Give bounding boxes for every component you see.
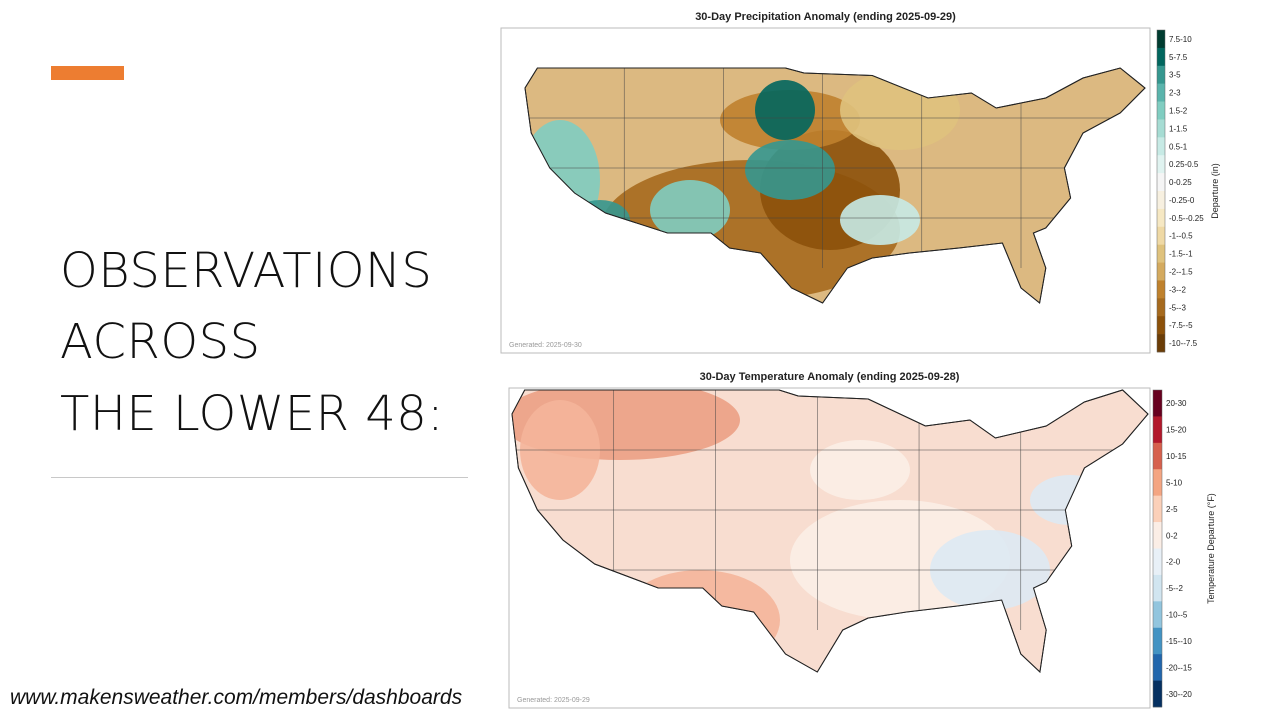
divider	[51, 477, 468, 478]
legend-swatch	[1157, 298, 1165, 317]
anomaly-blob	[810, 440, 910, 500]
legend-swatch	[1153, 654, 1162, 681]
legend-label: -10--5	[1166, 611, 1188, 620]
legend-swatch	[1157, 155, 1165, 174]
legend-swatch	[1153, 416, 1162, 444]
legend-swatch	[1153, 469, 1162, 496]
map-title: 30-Day Temperature Anomaly (ending 2025-…	[700, 371, 960, 383]
accent-bar	[51, 66, 124, 80]
legend-label: -5--2	[1166, 584, 1183, 593]
legend-label: -2-0	[1166, 558, 1181, 567]
legend-label: -15--10	[1166, 637, 1192, 646]
map-title: 30-Day Precipitation Anomaly (ending 202…	[695, 11, 956, 23]
legend-label: -5--3	[1169, 303, 1186, 312]
legend-label: -0.25-0	[1169, 196, 1195, 205]
url: www.makensweather.com/members/dashboards	[10, 686, 463, 709]
legend-swatch	[1153, 390, 1162, 417]
legend-swatch	[1153, 548, 1162, 576]
generated-note: Generated: 2025-09-29	[517, 697, 590, 704]
anomaly-blob	[840, 195, 920, 245]
legend-label: -10--7.5	[1169, 339, 1198, 348]
legend-label: 5-7.5	[1169, 53, 1188, 62]
legend-swatch	[1157, 191, 1165, 210]
title-line: OBSERVATIONS	[60, 243, 433, 299]
legend-swatch	[1157, 173, 1165, 192]
legend-swatch	[1157, 30, 1165, 49]
legend-label: -1.5--1	[1169, 250, 1193, 259]
legend-swatch	[1157, 83, 1165, 102]
legend-label: -30--20	[1166, 690, 1192, 699]
title-line: THE LOWER 48:	[60, 386, 444, 442]
legend-label: 0-0.25	[1169, 178, 1192, 187]
legend-label: 5-10	[1166, 478, 1183, 487]
legend-title: Departure (in)	[1210, 163, 1220, 219]
legend-swatch	[1157, 208, 1165, 228]
legend-label: 2-3	[1169, 89, 1181, 98]
legend-label: 0.25-0.5	[1169, 160, 1199, 169]
legend-swatch	[1153, 522, 1162, 549]
legend-label: -1--0.5	[1169, 232, 1193, 241]
legend-label: 7.5-10	[1169, 35, 1192, 44]
legend-label: -0.5--0.25	[1169, 214, 1204, 223]
generated-note: Generated: 2025-09-30	[509, 342, 582, 349]
legend-swatch	[1153, 680, 1162, 708]
anomaly-blob	[745, 140, 835, 200]
map-outline	[524, 67, 1146, 304]
legend-swatch	[1157, 226, 1165, 245]
map-outline	[511, 389, 1149, 674]
legend-label: -3--2	[1169, 285, 1186, 294]
legend-swatch	[1153, 601, 1162, 629]
legend-swatch	[1157, 137, 1165, 156]
legend-label: 10-15	[1166, 452, 1187, 461]
legend-swatch	[1157, 119, 1165, 138]
legend-swatch	[1157, 244, 1165, 263]
legend-label: -20--15	[1166, 663, 1192, 672]
legend-label: 3-5	[1169, 71, 1181, 80]
anomaly-blob	[755, 80, 815, 140]
legend-swatch	[1153, 442, 1162, 470]
legend-frame	[1152, 389, 1163, 708]
legend-swatch	[1157, 280, 1165, 299]
legend-label: 20-30	[1166, 399, 1187, 408]
legend-swatch	[1157, 47, 1165, 67]
title-line: ACROSS	[60, 314, 261, 370]
legend-label: 0-2	[1166, 531, 1178, 540]
anomaly-blob	[650, 180, 730, 240]
legend-title: Temperature Departure (°F)	[1206, 493, 1216, 604]
legend-label: 15-20	[1166, 426, 1187, 435]
legend-label: -2--1.5	[1169, 268, 1193, 277]
legend-swatch	[1153, 574, 1162, 602]
legend-label: 2-5	[1166, 505, 1178, 514]
legend-swatch	[1157, 262, 1165, 281]
legend-swatch	[1157, 334, 1165, 353]
legend-swatch	[1157, 65, 1165, 84]
legend-swatch	[1157, 316, 1165, 335]
legend-swatch	[1157, 101, 1165, 120]
legend-frame	[1156, 29, 1166, 353]
legend-swatch	[1153, 627, 1162, 655]
legend-swatch	[1153, 495, 1162, 523]
legend-label: 1.5-2	[1169, 107, 1188, 116]
legend-label: 1-1.5	[1169, 124, 1188, 133]
legend-label: 0.5-1	[1169, 142, 1188, 151]
legend-label: -7.5--5	[1169, 321, 1193, 330]
